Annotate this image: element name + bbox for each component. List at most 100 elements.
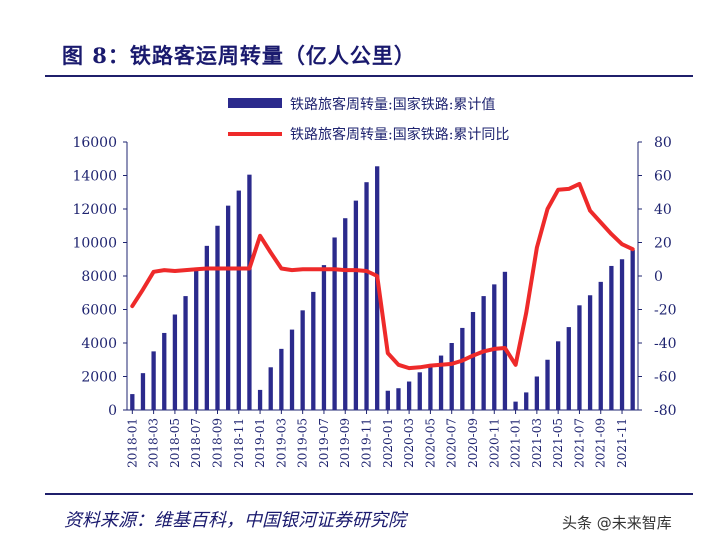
x-tick-label: 2018-01 (125, 418, 139, 468)
right-y-tick-label: 60 (654, 169, 672, 185)
bar (556, 341, 561, 410)
bar (619, 259, 625, 410)
x-tick-label: 2018-09 (210, 418, 224, 468)
bar (257, 389, 263, 410)
x-tick-label: 2019-01 (253, 418, 267, 468)
bar (587, 295, 593, 410)
bar (534, 376, 540, 410)
bar (130, 394, 135, 410)
bar (460, 327, 465, 410)
bar (162, 332, 167, 410)
x-tick-label: 2019-09 (338, 418, 352, 468)
bar (470, 312, 476, 410)
x-tick-label: 2018-05 (168, 418, 182, 468)
bar (577, 305, 582, 410)
x-tick-label: 2020-11 (487, 418, 501, 468)
bar (449, 343, 454, 410)
x-tick-label: 2019-03 (274, 418, 288, 468)
x-tick-label: 2020-01 (381, 418, 395, 468)
bar (332, 237, 337, 410)
chart-axes: 0 2000 4000 6000 8000 10000 12000 14000 16000 -80… (72, 135, 676, 468)
left-y-tick-label: 10000 (72, 236, 117, 252)
bar (524, 392, 529, 410)
legend-bar-swatch (228, 98, 282, 108)
right-y-tick-label: 20 (654, 236, 672, 252)
bar (353, 200, 359, 410)
x-tick-label: 2018-03 (147, 418, 161, 468)
footer-divider (45, 493, 693, 495)
bar (172, 314, 178, 410)
bar (438, 355, 444, 410)
bar (364, 182, 369, 410)
right-y-tick-label: 80 (654, 135, 672, 151)
bar (630, 250, 635, 410)
left-y-tick-label: 14000 (72, 169, 117, 185)
right-y-tick-label: 40 (654, 202, 672, 218)
left-y-tick-label: 16000 (72, 135, 117, 151)
yoy-line (130, 181, 635, 371)
legend-line-label: 铁路旅客周转量:国家铁路:累计同比 (290, 126, 509, 143)
bar (406, 381, 412, 410)
bar (279, 348, 284, 410)
source-note: 资料来源：维基百科，中国银河证券研究院 (64, 510, 406, 531)
bar (289, 329, 295, 410)
x-tick-label: 2018-11 (232, 418, 246, 468)
x-tick-label: 2020-03 (402, 418, 416, 468)
bar (300, 310, 305, 410)
right-y-tick-label: -80 (654, 403, 677, 419)
left-y-tick-label: 8000 (81, 269, 117, 285)
bar (268, 367, 273, 410)
x-tick-label: 2019-11 (360, 418, 374, 468)
bar (151, 351, 156, 410)
bar (225, 205, 231, 410)
x-tick-label: 2019-07 (317, 418, 331, 468)
x-tick-label: 2021-01 (509, 418, 523, 468)
bar (396, 388, 401, 410)
bar (311, 291, 316, 410)
figure-title: 图 8：铁路客运周转量（亿人公里） (62, 43, 416, 68)
right-y-tick-label: -40 (654, 336, 677, 352)
bar (545, 359, 550, 410)
bar (321, 265, 327, 410)
x-tick-label: 2019-05 (296, 418, 310, 468)
bar (183, 296, 188, 410)
left-y-tick-label: 0 (108, 403, 117, 419)
watermark: 头条 @未来智库 (562, 514, 672, 532)
bar (513, 401, 518, 410)
bar (194, 270, 199, 410)
left-y-tick-label: 12000 (72, 202, 117, 218)
x-tick-label: 2020-09 (466, 418, 480, 468)
x-tick-label: 2021-07 (572, 418, 586, 468)
bar (417, 372, 422, 410)
right-y-tick-label: -20 (654, 303, 677, 319)
bar (247, 174, 252, 410)
x-tick-label: 2021-03 (530, 418, 544, 468)
x-tick-label: 2021-05 (551, 418, 565, 468)
bar (566, 327, 571, 410)
bar (428, 365, 433, 410)
bar (140, 373, 146, 410)
bar (385, 390, 390, 410)
bar (598, 281, 603, 410)
bar (236, 190, 241, 410)
legend-bar-label: 铁路旅客周转量:国家铁路:累计值 (290, 96, 495, 113)
x-tick-label: 2021-11 (615, 418, 629, 468)
bar (502, 271, 508, 410)
line-series (130, 181, 635, 371)
bar (204, 245, 209, 410)
x-tick-label: 2020-05 (423, 418, 437, 468)
left-y-tick-label: 6000 (81, 303, 117, 319)
x-tick-label: 2018-07 (189, 418, 203, 468)
right-y-tick-label: -60 (654, 370, 677, 386)
left-y-tick-label: 4000 (81, 336, 117, 352)
bar-series (130, 166, 635, 410)
left-y-tick-label: 2000 (81, 370, 117, 386)
bar (609, 265, 614, 410)
bar (343, 218, 348, 410)
right-y-tick-label: 0 (654, 269, 663, 285)
x-tick-label: 2020-07 (445, 418, 459, 468)
title-divider (45, 75, 693, 77)
x-tick-label: 2021-09 (594, 418, 608, 468)
